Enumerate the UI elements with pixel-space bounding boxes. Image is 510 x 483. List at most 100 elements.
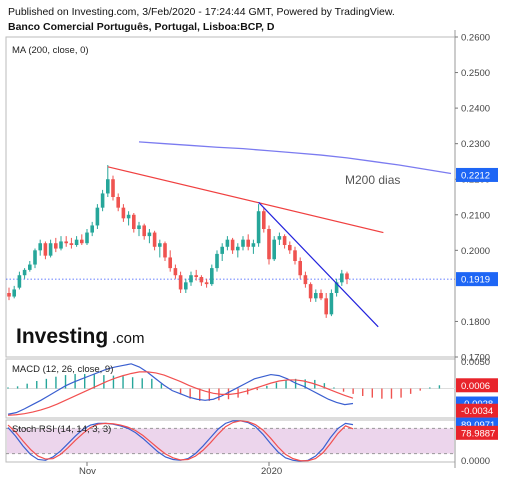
rsi-tick-label: 0.0000 [461, 456, 490, 467]
candle-body [194, 275, 198, 277]
macd-badge-bg [456, 378, 498, 393]
instrument-title: Banco Comercial Português, Portugal, Lis… [8, 21, 275, 33]
candle-body [178, 275, 183, 290]
candle-body [298, 261, 302, 276]
trendlines [107, 166, 384, 328]
investing-logo: Investing .com [16, 325, 145, 348]
candle-body [262, 211, 266, 229]
candle-body [126, 214, 131, 219]
price-tick-label: 0.1800 [461, 317, 490, 328]
price-axis: 0.26000.25000.24000.23000.22000.21000.20… [455, 33, 498, 467]
candle-body [173, 268, 178, 276]
candle-body [90, 225, 94, 233]
candle-body [230, 239, 235, 251]
published-note: Published on Investing.com, 3/Feb/2020 -… [8, 6, 395, 18]
price-tick-label: 0.2400 [461, 104, 490, 115]
candle-body [28, 264, 32, 270]
candle-body [308, 284, 313, 299]
time-tick-label: Nov [79, 466, 96, 477]
candle-body [158, 243, 162, 247]
candle-body [220, 246, 224, 254]
candle-body [17, 275, 22, 288]
candle-body [85, 232, 89, 244]
candle-body [121, 207, 126, 219]
candle-body [324, 298, 328, 315]
candle-body [43, 243, 48, 256]
candle-body [80, 239, 84, 244]
candle-body [314, 293, 318, 299]
candle-body [215, 253, 219, 269]
signal-line [7, 371, 354, 416]
candle-body [303, 275, 308, 285]
candle-body [277, 236, 282, 240]
candle-body [64, 241, 68, 244]
candle-body [152, 232, 157, 247]
candle-body [142, 225, 146, 237]
candle-body [168, 257, 172, 269]
candle-body [22, 269, 27, 276]
candle-body [329, 293, 334, 315]
ma-200-polyline [138, 141, 452, 175]
price-tick-label: 0.2300 [461, 139, 490, 150]
ma-label: M200 dias [345, 173, 400, 187]
candle-body [184, 282, 188, 290]
macd-badge: 0.0006 [461, 381, 490, 392]
macd-badge-bg [456, 403, 498, 418]
candle-body [12, 289, 16, 297]
candle-body [48, 243, 53, 256]
candle-body [116, 197, 120, 208]
logo-brand: Investing [16, 325, 108, 348]
candle-body [33, 250, 37, 265]
logo-suffix: .com [112, 330, 145, 347]
ma-value-badge-bg [456, 167, 498, 182]
candle-body [272, 239, 276, 260]
candle-body [210, 268, 214, 285]
candle-body [7, 293, 11, 297]
trendline-blue [258, 201, 379, 328]
macd-tick-label: 0.0050 [461, 357, 490, 368]
price-tick-label: 0.1700 [461, 353, 490, 364]
candle-body [225, 239, 230, 247]
candle-body [293, 250, 297, 261]
candle-body [69, 243, 74, 245]
macd-pane [6, 363, 455, 416]
candle-body [111, 179, 115, 197]
grid-lines [5, 30, 456, 468]
candle-body [38, 243, 42, 251]
trendline-red [107, 166, 384, 234]
candle-body [54, 243, 58, 249]
last-price-badge: 0.1919 [461, 275, 490, 286]
candle-body [288, 245, 292, 251]
candle-body [334, 282, 339, 293]
ma-200-line [138, 141, 452, 175]
candle-body [106, 179, 110, 194]
candle-body [267, 229, 271, 260]
price-tick-label: 0.2600 [461, 33, 490, 44]
candle-body [204, 282, 209, 285]
candle-body [345, 273, 349, 280]
candle-body [95, 207, 100, 226]
candle-body [319, 293, 323, 299]
ma-value-badge: 0.2212 [461, 170, 490, 181]
candle-body [236, 246, 240, 251]
candle-body [189, 275, 193, 283]
stoch-rsi-pane [6, 420, 455, 462]
price-tick-label: 0.2100 [461, 210, 490, 221]
candle-body [132, 214, 136, 229]
candle-body [199, 277, 204, 283]
price-tick-label: 0.2500 [461, 68, 490, 79]
candle-body [251, 243, 256, 247]
candle-body [256, 211, 261, 244]
macd-badge: -0.0034 [461, 406, 493, 417]
candlesticks [7, 165, 349, 318]
macd-line [7, 363, 354, 415]
last-price-badge-bg [456, 272, 498, 287]
main-pane-border [5, 36, 456, 358]
rsi-band-fill [7, 428, 454, 454]
candle-body [100, 193, 105, 208]
candle-body [74, 239, 79, 245]
stoch-d-badge: 78.9887 [461, 428, 495, 439]
macd-legend: MACD (12, 26, close, 9) [12, 364, 113, 375]
candle-body [137, 225, 141, 229]
